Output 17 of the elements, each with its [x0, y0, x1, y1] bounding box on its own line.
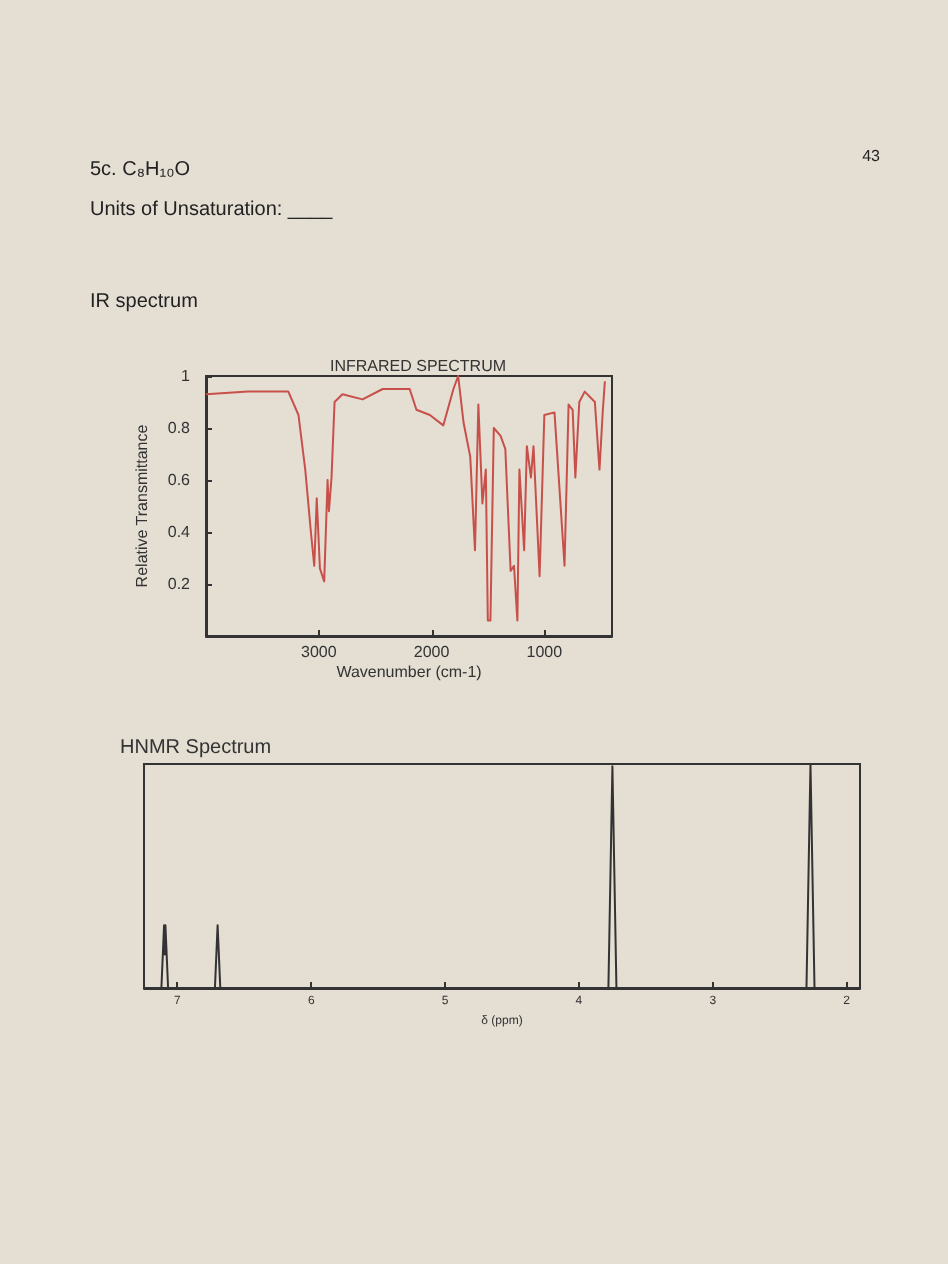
x-tick-label: 3000	[300, 643, 338, 661]
text: Units of Unsaturation: ____	[90, 199, 334, 221]
text: IR spectrum	[90, 291, 198, 313]
x-tick-label: 2000	[413, 643, 451, 661]
y-tick-label: 0.2	[167, 575, 192, 593]
y-tick-label: 1	[181, 367, 192, 385]
y-tick-label: 0.4	[167, 523, 192, 541]
x-tick-label: 1000	[526, 643, 564, 661]
y-tick-label: 0.8	[167, 419, 192, 437]
text: 43	[862, 147, 882, 165]
text: 5c. C₈H₁₀O	[90, 159, 191, 181]
x-axis-title: Wavenumber (cm-1)	[336, 663, 483, 681]
y-tick-label: 0.6	[167, 471, 192, 489]
chart-title: INFRARED SPECTRUM	[329, 357, 507, 375]
chart-title: HNMR Spectrum	[120, 737, 272, 759]
line-series	[205, 375, 606, 622]
y-axis-title: Relative Transmittance	[133, 423, 151, 588]
